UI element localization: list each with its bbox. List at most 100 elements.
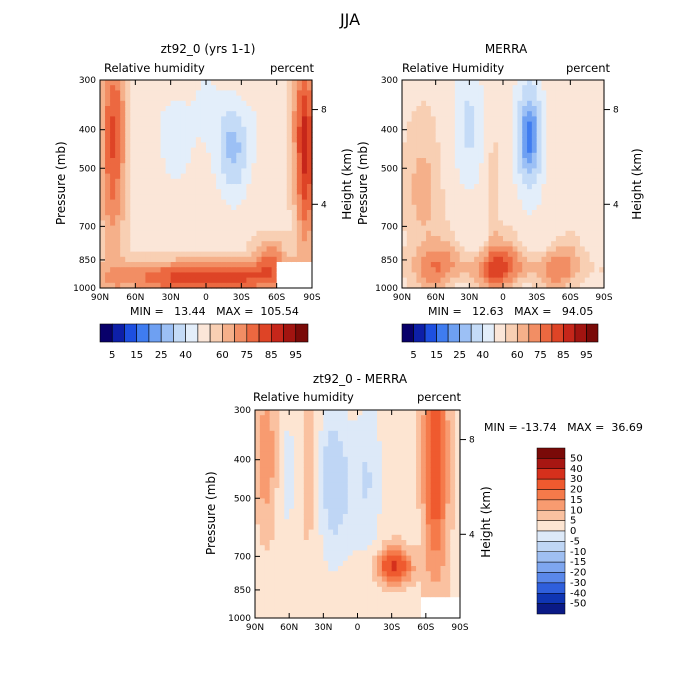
model-cell [281, 277, 288, 284]
model-cell [150, 178, 157, 185]
merra-cell [402, 152, 408, 159]
diff-cell [352, 576, 359, 583]
diff-cell [274, 441, 280, 447]
diff-cell [269, 477, 276, 484]
diff-cell [352, 488, 359, 494]
diff-cell [377, 493, 383, 499]
merra-cell [430, 152, 437, 159]
model-cell [256, 277, 263, 284]
diff-cell [318, 555, 324, 562]
model-cell [216, 147, 222, 154]
model-cell [281, 184, 288, 190]
diff-cell [279, 425, 285, 432]
diff-cell [269, 456, 276, 463]
diff-cell [386, 420, 393, 427]
model-xtick-label: 0 [203, 293, 209, 303]
merra-cell [454, 168, 461, 175]
model-cell [115, 137, 121, 143]
diff-cell [401, 534, 407, 541]
diff-cell [274, 607, 280, 614]
diff-cell [377, 446, 383, 453]
model-cell [221, 204, 227, 211]
merra-cell [450, 230, 456, 237]
merra-cell [541, 246, 547, 253]
model-cell [271, 168, 278, 175]
merra-cell [555, 142, 562, 149]
diff-cell [425, 545, 432, 551]
model-cell [231, 85, 237, 91]
merra-cell [531, 163, 538, 169]
model-cell [211, 147, 217, 154]
model-cell [206, 116, 212, 123]
diff-cell [435, 415, 442, 421]
diff-cell [289, 503, 295, 510]
merra-cell [517, 277, 523, 284]
model-cell [165, 189, 172, 195]
merra-cell [527, 80, 533, 86]
merra-cell [579, 163, 586, 169]
diff-cell [420, 503, 427, 510]
model-cell [241, 116, 247, 123]
diff-cell [308, 462, 315, 468]
merra-cell [517, 194, 523, 201]
model-cell [140, 168, 147, 175]
merra-cell [459, 163, 466, 169]
diff-cell [342, 456, 349, 463]
merra-cell [541, 106, 547, 112]
diff-cell [367, 592, 373, 598]
model-cell [160, 111, 167, 117]
merra-cell [560, 189, 567, 195]
model-cell [206, 132, 212, 138]
diff-cell [259, 441, 266, 447]
merra-cell [536, 210, 543, 216]
merra-cell [411, 85, 418, 91]
diff-cell [391, 482, 398, 489]
merra-cell [531, 236, 538, 242]
diff-cell [357, 451, 363, 458]
merra-cell [426, 282, 432, 289]
diff-cell [284, 446, 290, 453]
diff-cell [430, 576, 437, 583]
diff-cell [416, 488, 422, 494]
diff-cell [396, 451, 403, 458]
merra-cell [531, 80, 538, 86]
model-cell [195, 90, 202, 97]
diff-cell [362, 451, 368, 458]
model-cell [246, 106, 253, 112]
merra-cell [599, 251, 605, 258]
model-cell [170, 85, 177, 91]
diff-cell [416, 415, 422, 421]
model-cell [226, 152, 232, 159]
merra-cell [565, 246, 571, 253]
merra-cell [575, 189, 581, 195]
merra-cell [555, 116, 562, 123]
diff-cell [430, 410, 437, 416]
merra-cell [402, 116, 408, 123]
diff-cell [430, 472, 437, 479]
diff-cell [430, 415, 437, 421]
diff-cell [391, 451, 398, 458]
model-cell [155, 142, 162, 149]
diff-cell [391, 571, 398, 577]
diff-cell [259, 446, 266, 453]
merra-cell [551, 204, 557, 211]
merra-cell [536, 178, 543, 185]
diff-cell [313, 430, 320, 437]
diff-cell [411, 508, 417, 515]
model-cell [246, 111, 253, 117]
merra-cell [512, 236, 519, 242]
merra-cell [575, 267, 581, 273]
model-cell [145, 241, 152, 247]
diff-cell [406, 612, 412, 619]
merra-cell [560, 173, 567, 180]
merra-cell [488, 158, 494, 164]
merra-cell [565, 267, 571, 273]
model-cell [226, 132, 232, 138]
model-cell [211, 267, 217, 273]
merra-cell [584, 178, 591, 185]
diff-cell [337, 514, 344, 520]
diff-cell [372, 607, 378, 614]
model-cell [216, 210, 222, 216]
model-cell [306, 236, 313, 242]
model-cell [286, 142, 293, 149]
